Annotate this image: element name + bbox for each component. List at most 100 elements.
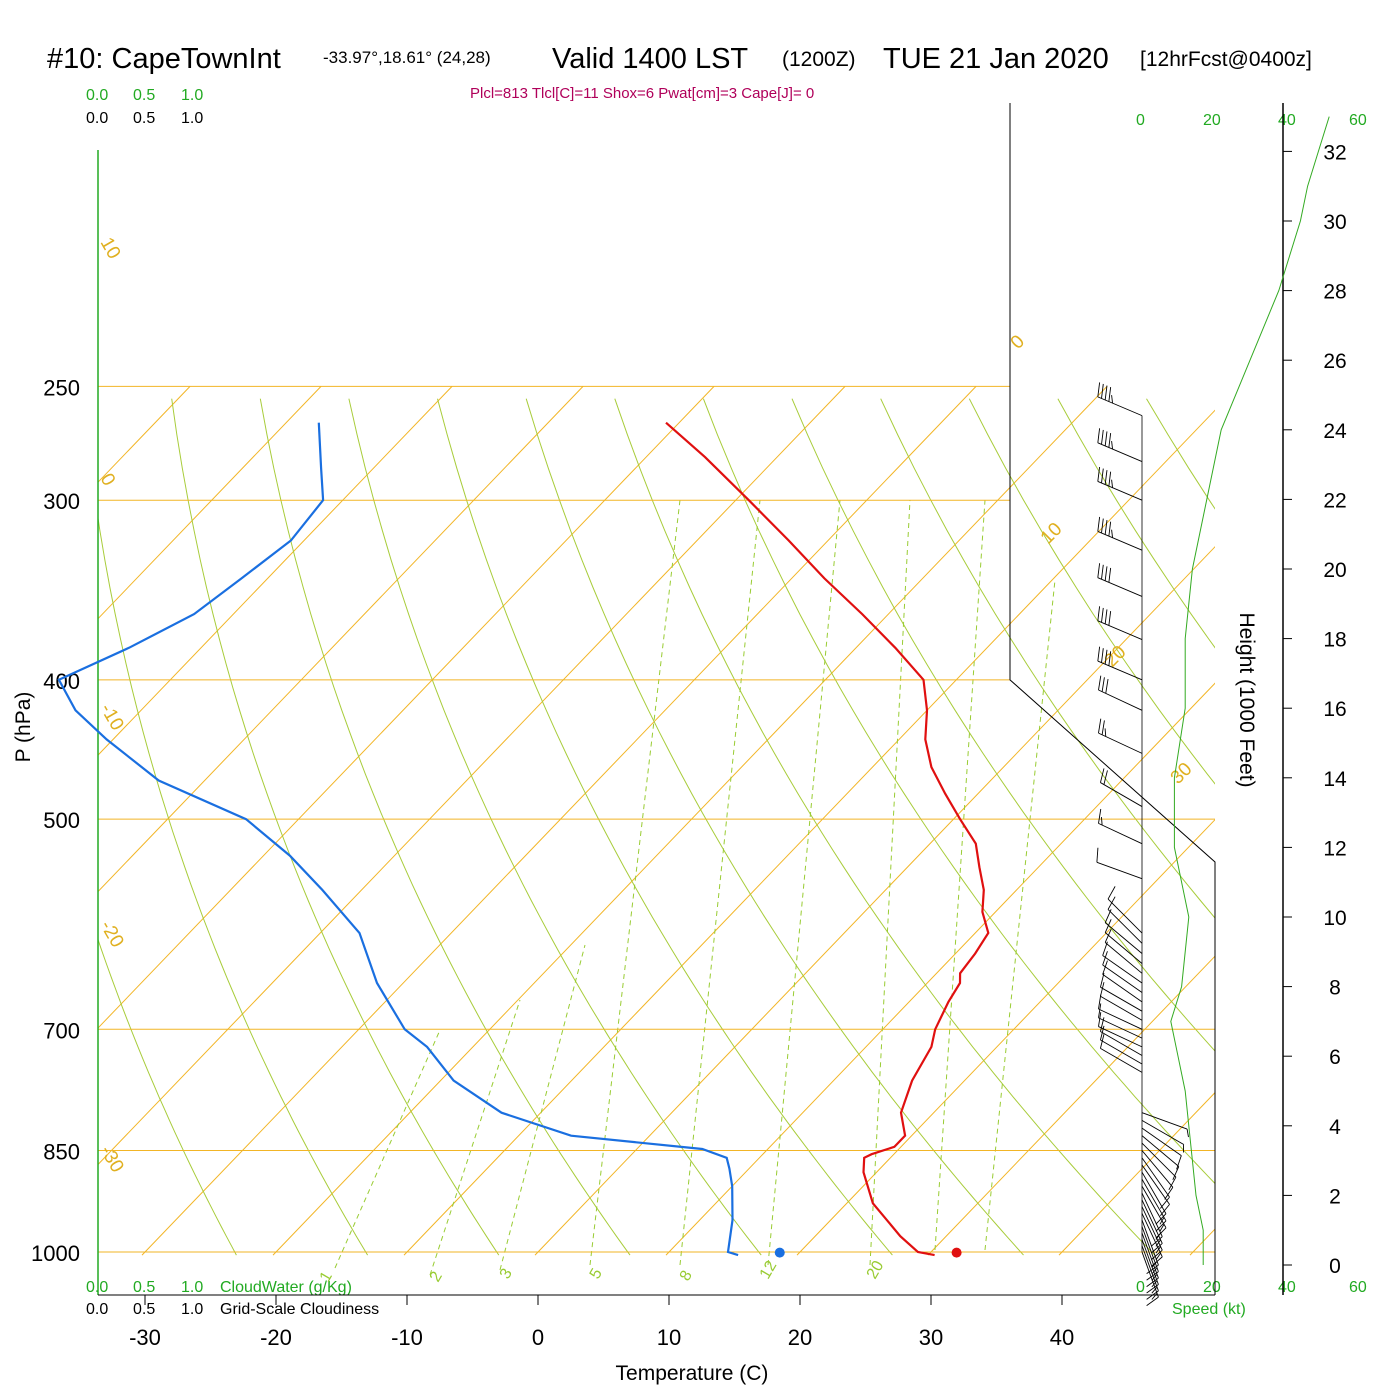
station-title: #10: CapeTownInt (47, 43, 281, 75)
barb-feather (1097, 428, 1101, 443)
isotherm-label: -30 (96, 1142, 128, 1176)
isotherm-line (141, 386, 977, 1256)
pressure-label: 850 (43, 1140, 80, 1165)
dry-adiabat-line (98, 937, 237, 1256)
height-tick-label: 32 (1323, 141, 1346, 164)
pressure-label: 250 (43, 375, 80, 400)
wind-barb (1097, 382, 1143, 417)
valid-time: Valid 1400 LST (552, 43, 748, 75)
barb-feather (1146, 1271, 1159, 1281)
barb-shaft (1107, 909, 1143, 944)
isotherm-label: 20 (1101, 642, 1131, 672)
pressure-label: 500 (43, 808, 80, 833)
barb-feather (1108, 610, 1112, 626)
speed-tick: 20 (1203, 1279, 1221, 1296)
barb-feather (1151, 1280, 1158, 1288)
barb-shaft (1141, 1226, 1159, 1272)
x-axis-title: Temperature (C) (616, 1362, 769, 1385)
wind-barb (1097, 606, 1143, 640)
barb-shaft (1097, 577, 1143, 597)
barb-feather (1151, 1293, 1158, 1300)
x-tick-label: -30 (129, 1325, 161, 1350)
height-tick-label: 6 (1329, 1046, 1341, 1069)
mixing-ratio-line (984, 579, 1056, 1251)
barb-shaft (1097, 396, 1143, 417)
barb-feather (1101, 468, 1104, 484)
wind-barb (1141, 1135, 1180, 1180)
mixing-ratio-line (499, 944, 586, 1271)
barb-shaft (1102, 955, 1143, 984)
speed-tick: 20 (1203, 112, 1221, 129)
barb-feather (1104, 385, 1108, 401)
dry-adiabat-line (702, 398, 1215, 1185)
barb-shaft (1098, 1026, 1143, 1048)
wind-barb (1104, 928, 1143, 974)
pressure-label: 300 (43, 489, 80, 514)
isotherm-line (98, 386, 453, 756)
barb-feather (1151, 1274, 1158, 1281)
barb-shaft (1096, 861, 1143, 880)
barb-shaft (1098, 689, 1143, 711)
barb-feather (1101, 817, 1103, 826)
barb-feather (1101, 383, 1104, 399)
speed-axis-bottom: 0 20 40 60 Speed (kt) (1136, 1279, 1367, 1318)
dry-adiabat-line (98, 514, 369, 1256)
speed-tick: 40 (1278, 112, 1296, 129)
barb-shaft (1100, 986, 1143, 1012)
barb-shaft (1097, 481, 1143, 501)
dry-adiabat-line (968, 398, 1215, 785)
barb-feather (1097, 466, 1101, 482)
isotherm-line (272, 386, 1108, 1256)
height-tick-label: 26 (1323, 350, 1346, 373)
dry-adiabat-line (614, 398, 1156, 1256)
barb-feather (1151, 1286, 1158, 1294)
x-tick-label: 30 (919, 1325, 943, 1350)
isotherm-label: 10 (96, 234, 125, 263)
barb-feather (1146, 1277, 1159, 1287)
barb-feather (1102, 960, 1108, 975)
barb-feather (1097, 563, 1101, 578)
x-tick-label: 40 (1050, 1325, 1074, 1350)
barb-feather (1155, 1213, 1167, 1225)
cloudiness-tick: 0.5 (133, 1301, 155, 1318)
barb-shaft (1141, 1199, 1163, 1244)
isotherm-line (98, 386, 322, 620)
barb-feather (1104, 609, 1108, 624)
barb-feather (1104, 520, 1108, 535)
barb-feather (1104, 649, 1108, 665)
height-tick-label: 10 (1323, 907, 1346, 930)
barb-feather (1102, 951, 1108, 966)
wind-barb (1097, 563, 1143, 597)
barb-feather (1104, 566, 1108, 581)
barb-feather (1160, 1196, 1170, 1209)
barb-shaft (1141, 1192, 1163, 1237)
utc-time: (1200Z) (782, 48, 856, 71)
barb-feather (1186, 1129, 1189, 1138)
dry-adiabat-line (791, 398, 1215, 1052)
valid-date: TUE 21 Jan 2020 (883, 43, 1109, 75)
barb-feather (1098, 994, 1102, 1010)
wind-barb (1141, 1150, 1174, 1200)
height-tick-label: 22 (1323, 489, 1346, 512)
barb-feather (1104, 728, 1107, 737)
barb-feather (1104, 470, 1108, 485)
barb-shaft (1100, 1047, 1143, 1073)
dry-adiabat-line (1235, 399, 1400, 1255)
cloudiness-tick: 0.0 (86, 1301, 108, 1318)
barb-feather (1098, 675, 1102, 691)
cloudwater-scale-top: 0.0 0.5 1.0 0.0 0.5 1.0 (86, 87, 203, 127)
barb-shaft (1100, 782, 1143, 807)
barb-feather (1098, 1012, 1102, 1027)
wind-barb (1097, 428, 1143, 462)
barb-feather (1097, 606, 1101, 621)
barb-feather (1104, 431, 1108, 446)
barb-feather (1099, 982, 1105, 997)
sounding-series (57, 421, 990, 1257)
cloudiness-tick: 1.0 (181, 1301, 203, 1318)
wind-barb (1141, 1157, 1170, 1209)
barb-feather (1108, 387, 1112, 402)
dry-adiabat-line (437, 398, 893, 1256)
barb-shaft (1141, 1164, 1170, 1205)
